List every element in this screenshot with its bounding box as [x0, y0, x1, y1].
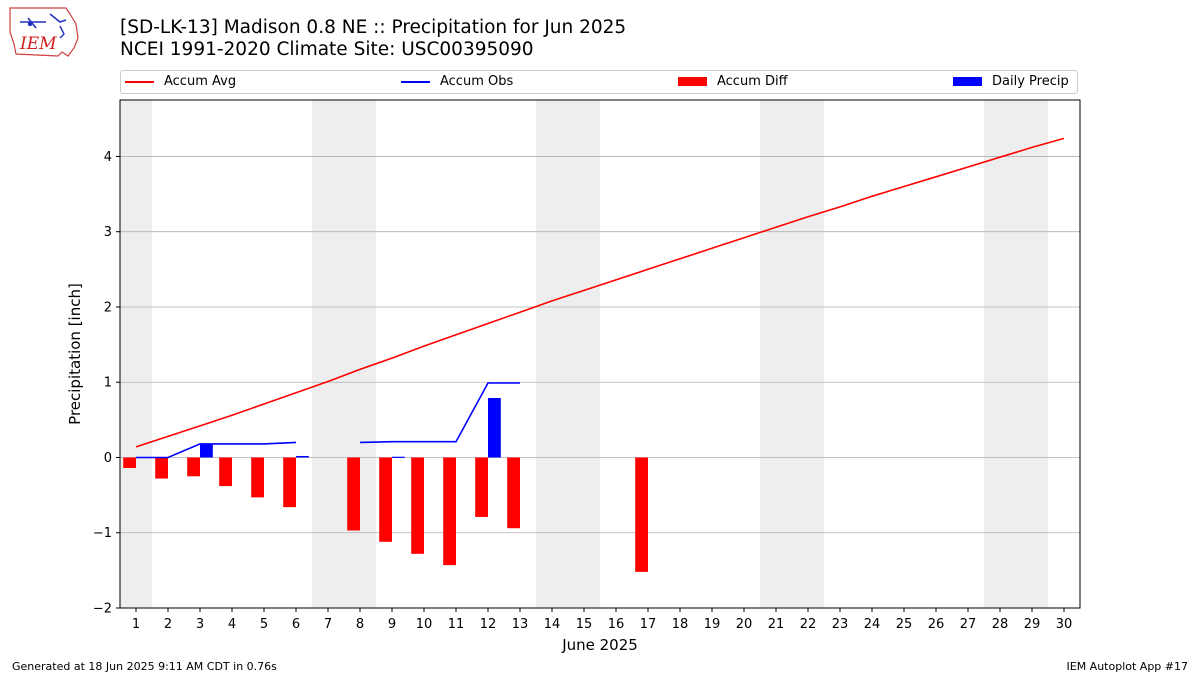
- x-tick-label: 5: [260, 617, 268, 632]
- x-tick-label: 12: [480, 617, 497, 632]
- weekend-shade: [536, 100, 600, 608]
- footer-generated: Generated at 18 Jun 2025 9:11 AM CDT in …: [12, 660, 277, 673]
- x-tick-label: 9: [388, 617, 396, 632]
- x-tick-label: 30: [1056, 617, 1073, 632]
- x-tick-label: 11: [448, 617, 465, 632]
- logo-text: IEM: [19, 34, 57, 54]
- legend-label-accum-avg: Accum Avg: [164, 74, 237, 89]
- x-axis-label: June 2025: [561, 636, 638, 654]
- x-tick-label: 27: [960, 617, 977, 632]
- x-tick-label: 4: [228, 617, 236, 632]
- x-tick-label: 29: [1024, 617, 1041, 632]
- legend-label-accum-obs: Accum Obs: [440, 74, 514, 89]
- legend: Accum Avg Accum Obs Accum Diff Daily Pre…: [120, 70, 1078, 94]
- line-accum-obs: [136, 441, 297, 459]
- x-tick-label: 23: [832, 617, 849, 632]
- bar-daily-precip: [200, 443, 213, 458]
- x-tick-label: 16: [608, 617, 625, 632]
- bar-accum-diff: [507, 457, 520, 529]
- y-tick-label: −1: [93, 526, 112, 541]
- legend-label-accum-diff: Accum Diff: [717, 74, 788, 89]
- x-tick-label: 2: [164, 617, 172, 632]
- bar-accum-diff: [283, 457, 296, 508]
- legend-label-daily-precip: Daily Precip: [992, 74, 1069, 89]
- x-tick-label: 10: [416, 617, 433, 632]
- x-tick-label: 18: [672, 617, 689, 632]
- bar-accum-diff: [635, 457, 648, 572]
- bar-daily-precip: [488, 398, 501, 458]
- y-tick-label: −2: [93, 602, 112, 617]
- y-tick-label: 1: [104, 376, 112, 391]
- bar-daily-precip: [296, 455, 309, 458]
- bar-accum-diff: [347, 457, 360, 531]
- x-tick-label: 25: [896, 617, 913, 632]
- y-tick-label: 0: [104, 451, 112, 466]
- x-tick-label: 26: [928, 617, 945, 632]
- bar-accum-diff: [379, 457, 392, 542]
- x-tick-label: 20: [736, 617, 753, 632]
- x-tick-label: 19: [704, 617, 721, 632]
- x-tick-label: 13: [512, 617, 529, 632]
- bar-accum-diff: [123, 457, 136, 469]
- bar-accum-diff: [251, 457, 264, 498]
- legend-swatch-daily-precip: [953, 77, 982, 86]
- x-tick-label: 7: [324, 617, 332, 632]
- bar-accum-diff: [443, 457, 456, 566]
- x-tick-label: 15: [576, 617, 593, 632]
- x-tick-label: 1: [132, 617, 140, 632]
- x-tick-label: 8: [356, 617, 364, 632]
- legend-swatch-accum-diff: [678, 77, 707, 86]
- legend-swatch-accum-avg: [125, 80, 154, 83]
- y-tick-label: 4: [104, 150, 112, 165]
- plot-frame: [119, 99, 1081, 609]
- x-tick-label: 24: [864, 617, 881, 632]
- bar-accum-diff: [219, 457, 232, 487]
- x-tick-label: 22: [800, 617, 817, 632]
- weekend-shade: [312, 100, 376, 608]
- bar-accum-diff: [411, 457, 424, 554]
- x-tick-label: 14: [544, 617, 561, 632]
- legend-item-accum-diff: Accum Diff: [678, 74, 788, 89]
- weekend-shade: [984, 100, 1048, 608]
- line-accum-obs: [359, 382, 520, 444]
- y-tick-label: 2: [104, 300, 112, 315]
- y-axis-label: Precipitation [inch]: [66, 283, 84, 425]
- legend-item-accum-avg: Accum Avg: [125, 74, 236, 89]
- bar-accum-diff: [155, 457, 168, 479]
- y-tick-label: 3: [104, 225, 112, 240]
- bar-accum-diff: [475, 457, 488, 517]
- x-tick-label: 21: [768, 617, 785, 632]
- weekend-shade: [120, 100, 152, 608]
- x-tick-label: 3: [196, 617, 204, 632]
- legend-swatch-accum-obs: [401, 80, 430, 83]
- weekend-shade: [760, 100, 824, 608]
- iem-logo: IEM: [9, 7, 79, 57]
- footer-app: IEM Autoplot App #17: [1066, 660, 1189, 673]
- line-accum-avg: [135, 137, 1065, 448]
- x-tick-label: 6: [292, 617, 300, 632]
- bar-daily-precip: [392, 456, 405, 458]
- chart-subtitle: NCEI 1991-2020 Climate Site: USC00395090: [120, 39, 534, 60]
- bar-accum-diff: [187, 457, 200, 477]
- legend-item-daily-precip: Daily Precip: [953, 74, 1069, 89]
- chart-title: [SD-LK-13] Madison 0.8 NE :: Precipitati…: [120, 17, 627, 38]
- x-tick-label: 17: [640, 617, 657, 632]
- legend-item-accum-obs: Accum Obs: [401, 74, 513, 89]
- x-tick-label: 28: [992, 617, 1009, 632]
